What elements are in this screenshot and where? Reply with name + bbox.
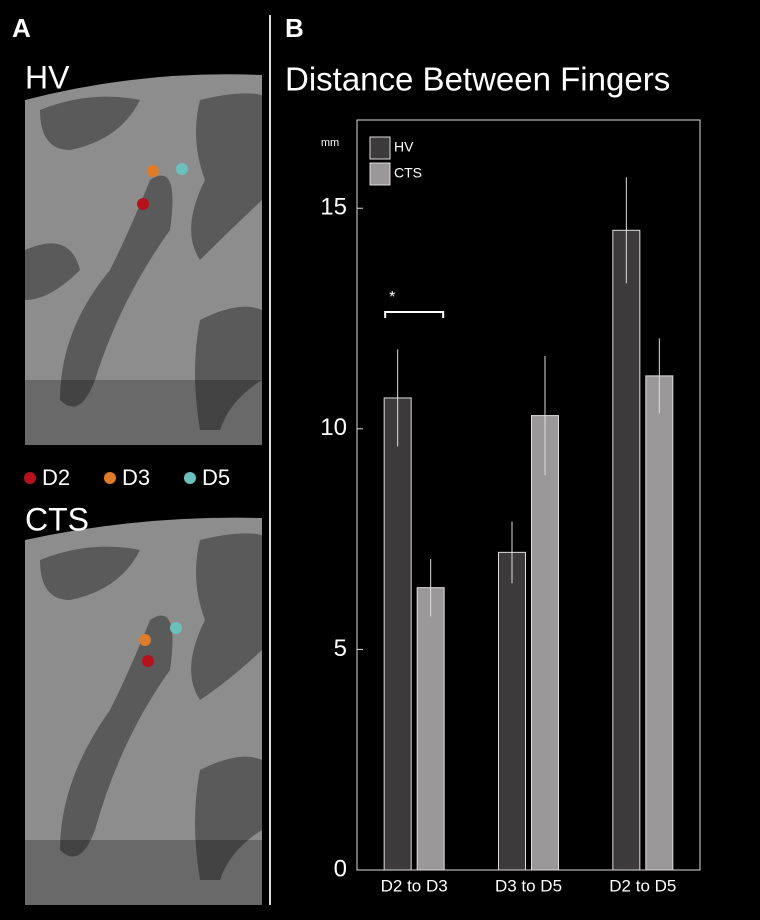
top-title: HV — [25, 59, 70, 95]
x-tick-label: D2 to D3 — [381, 876, 448, 895]
x-tick-label: D3 to D5 — [495, 876, 562, 895]
chart-title: Distance Between Fingers — [285, 61, 670, 98]
plot-frame — [356, 119, 701, 871]
bar — [645, 375, 674, 871]
dot-legend: D2 D3 D5 — [24, 465, 230, 490]
legend-dot — [104, 472, 116, 484]
brain-top — [25, 74, 262, 446]
bar — [383, 397, 412, 871]
bar — [498, 551, 526, 871]
legend-label: D3 — [122, 465, 150, 490]
x-tick-label: D2 to D5 — [609, 876, 676, 895]
bar — [416, 587, 445, 871]
panel-label: B — [285, 13, 304, 43]
legend-label: D5 — [202, 465, 230, 490]
panel-label: A — [12, 13, 31, 43]
y-tick-label: 5 — [334, 635, 347, 662]
significance-bracket — [384, 311, 445, 318]
legend-label: CTS — [394, 165, 422, 181]
y-unit: mm — [321, 137, 339, 149]
y-tick-label: 15 — [320, 194, 347, 221]
annotation: * — [389, 289, 395, 306]
bar — [531, 415, 559, 871]
legend-label: D2 — [42, 465, 70, 490]
legend-swatch — [369, 136, 391, 160]
y-tick-label: 10 — [320, 414, 347, 441]
brain-bottom — [25, 517, 262, 905]
legend-swatch — [369, 162, 391, 186]
bottom-title: CTS — [25, 501, 89, 537]
legend-label: HV — [394, 139, 414, 155]
y-tick-label: 0 — [334, 855, 347, 882]
legend-dot — [184, 472, 196, 484]
bar — [612, 229, 641, 871]
legend-dot — [24, 472, 36, 484]
